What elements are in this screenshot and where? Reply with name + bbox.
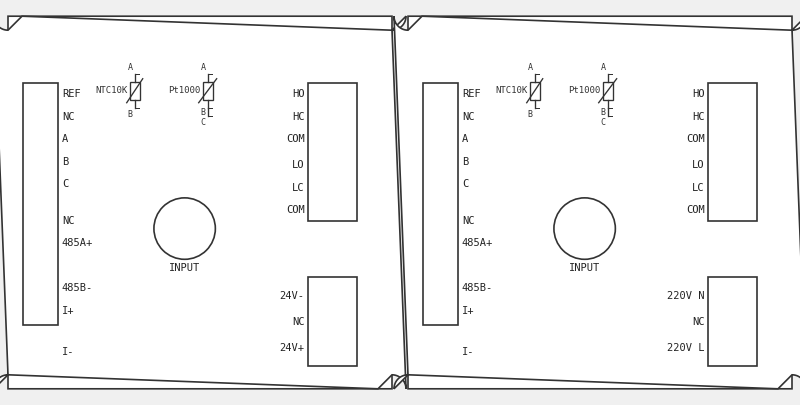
Text: C: C: [201, 118, 206, 127]
Text: Pt1000: Pt1000: [169, 86, 201, 95]
Text: A: A: [462, 134, 468, 144]
Bar: [307, 277, 358, 367]
Text: A: A: [601, 63, 606, 72]
Text: NC: NC: [292, 317, 305, 327]
Bar: [23, 83, 58, 326]
Text: C: C: [62, 179, 68, 189]
Text: I+: I+: [62, 305, 74, 315]
Text: HC: HC: [692, 112, 705, 122]
Text: 485A+: 485A+: [462, 239, 493, 249]
Text: HO: HO: [692, 90, 705, 100]
Text: 220V L: 220V L: [667, 343, 705, 353]
Text: B: B: [601, 108, 606, 117]
Text: NC: NC: [62, 216, 74, 226]
Bar: [707, 277, 758, 367]
Text: NC: NC: [62, 112, 74, 122]
Text: 220V N: 220V N: [667, 291, 705, 301]
Text: 485A+: 485A+: [62, 239, 93, 249]
Text: A: A: [128, 63, 133, 72]
FancyBboxPatch shape: [8, 16, 392, 389]
Bar: [130, 82, 140, 100]
Text: C: C: [601, 118, 606, 127]
Text: Pt1000: Pt1000: [569, 86, 601, 95]
Text: NC: NC: [462, 216, 474, 226]
Text: HC: HC: [292, 112, 305, 122]
Text: 485B-: 485B-: [62, 283, 93, 293]
FancyBboxPatch shape: [408, 16, 792, 389]
PathPatch shape: [394, 16, 800, 389]
Bar: [707, 83, 758, 221]
Text: NC: NC: [462, 112, 474, 122]
Text: A: A: [201, 63, 206, 72]
Bar: [307, 83, 358, 221]
Text: INPUT: INPUT: [569, 263, 600, 273]
Text: LO: LO: [692, 160, 705, 170]
Text: COM: COM: [686, 134, 705, 144]
Text: LC: LC: [692, 183, 705, 193]
Text: B: B: [62, 156, 68, 166]
Text: B: B: [528, 110, 533, 119]
Text: INPUT: INPUT: [169, 263, 200, 273]
Text: B: B: [128, 110, 133, 119]
Text: C: C: [462, 179, 468, 189]
Text: A: A: [62, 134, 68, 144]
PathPatch shape: [0, 16, 406, 389]
Text: NC: NC: [692, 317, 705, 327]
Text: I-: I-: [462, 347, 474, 356]
Text: NTC10K: NTC10K: [495, 86, 528, 95]
Bar: [602, 82, 613, 100]
Text: B: B: [201, 108, 206, 117]
Text: COM: COM: [286, 205, 305, 215]
Text: COM: COM: [286, 134, 305, 144]
Text: COM: COM: [686, 205, 705, 215]
Bar: [202, 82, 213, 100]
Text: B: B: [462, 156, 468, 166]
Bar: [530, 82, 540, 100]
Bar: [423, 83, 458, 326]
Text: NTC10K: NTC10K: [95, 86, 128, 95]
Text: I+: I+: [462, 305, 474, 315]
Text: REF: REF: [462, 90, 481, 100]
Text: LC: LC: [292, 183, 305, 193]
Text: 24V+: 24V+: [279, 343, 305, 353]
Text: I-: I-: [62, 347, 74, 356]
Text: 24V-: 24V-: [279, 291, 305, 301]
Text: 485B-: 485B-: [462, 283, 493, 293]
Text: REF: REF: [62, 90, 81, 100]
Text: A: A: [528, 63, 533, 72]
Text: HO: HO: [292, 90, 305, 100]
Text: LO: LO: [292, 160, 305, 170]
